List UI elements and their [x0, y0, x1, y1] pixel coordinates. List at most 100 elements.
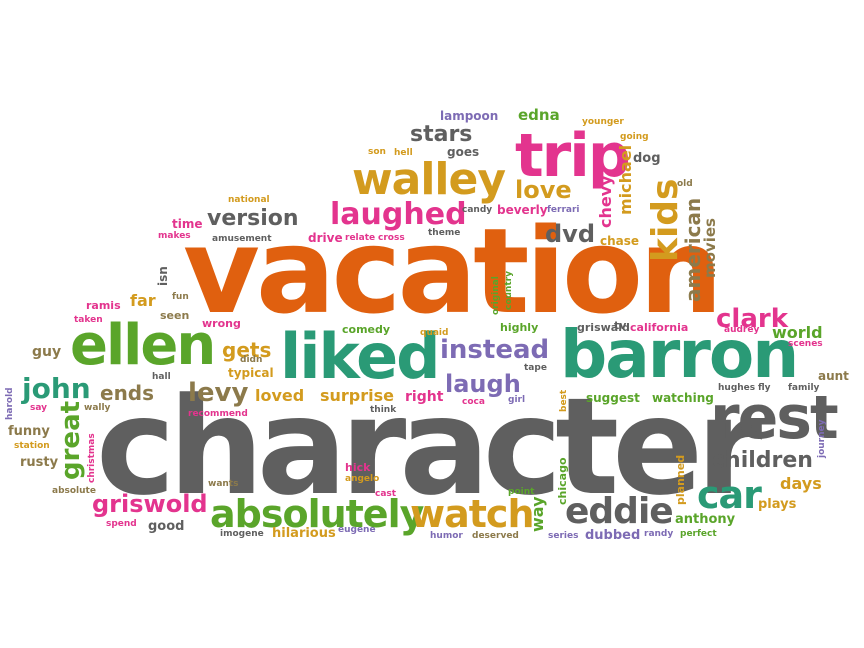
word-original: original	[491, 276, 501, 315]
word-chase: chase	[600, 234, 640, 248]
word-liked: liked	[280, 320, 441, 393]
word-beverly: beverly	[497, 203, 548, 217]
word-clark: clark	[716, 304, 788, 334]
word-wally: wally	[84, 403, 111, 413]
word-son: son	[368, 147, 386, 157]
word-michael: michael	[616, 144, 635, 215]
word-ferrari: ferrari	[547, 205, 580, 215]
word-kids: kids	[645, 178, 686, 262]
word-chevy: chevy	[596, 175, 615, 228]
word-right: right	[405, 389, 444, 405]
word-makes: makes	[158, 231, 191, 241]
word-funny: funny	[8, 424, 50, 439]
word-point: point	[508, 487, 535, 497]
word-children: children	[712, 448, 813, 473]
word-dubbed: dubbed	[585, 528, 641, 543]
word-walley: walley	[352, 154, 506, 205]
word-loved: loved	[255, 386, 305, 405]
word-plays: plays	[758, 497, 797, 512]
word-drive: drive	[308, 231, 343, 245]
word-typical: typical	[228, 366, 274, 380]
word-relate: relate	[345, 233, 376, 243]
word-john: john	[22, 372, 91, 405]
word-edna: edna	[518, 106, 560, 124]
word-hell: hell	[394, 148, 413, 158]
word-humor: humor	[430, 531, 463, 541]
word-laughed: laughed	[330, 197, 467, 232]
word-chicago: chicago	[556, 457, 569, 506]
word-hughes: hughes	[718, 383, 756, 393]
word-rest: rest	[710, 383, 839, 453]
word-griswold: griswold	[92, 490, 208, 518]
word-going: going	[620, 132, 649, 142]
word-ends: ends	[100, 381, 155, 405]
word-best: best	[559, 389, 569, 412]
word-dvd: dvd	[545, 220, 596, 248]
word-harold: harold	[5, 387, 15, 420]
word-series: series	[548, 531, 579, 541]
word-seen: seen	[160, 309, 190, 322]
word-world: world	[772, 323, 823, 342]
word-aunt: aunt	[818, 369, 849, 383]
word-old: old	[677, 179, 693, 189]
word-taken: taken	[74, 315, 103, 325]
word-instead: instead	[440, 335, 550, 365]
word-good: good	[148, 519, 185, 534]
word-ramis: ramis	[86, 299, 121, 312]
word-guy: guy	[32, 344, 62, 360]
word-rusty: rusty	[20, 455, 59, 470]
word-goes: goes	[447, 145, 480, 159]
word-california: california	[630, 321, 689, 334]
word-suggest: suggest	[586, 391, 640, 405]
word-stars: stars	[410, 122, 473, 147]
word-candy: candy	[462, 205, 493, 215]
word-younger: younger	[582, 117, 624, 127]
word-time: time	[172, 217, 203, 231]
word-planned: planned	[674, 454, 687, 505]
word-perfect: perfect	[680, 529, 717, 539]
word-love: love	[515, 176, 572, 204]
word-imogene: imogene	[220, 529, 264, 539]
word-hall: hall	[152, 372, 171, 382]
word-version: version	[207, 206, 299, 231]
word-wrong: wrong	[202, 317, 241, 330]
word-comedy: comedy	[342, 323, 391, 336]
word-vacation: vacation	[183, 202, 723, 340]
word-eugene: eugene	[338, 525, 376, 535]
word-lampoon: lampoon	[440, 109, 499, 123]
word-levy: levy	[188, 378, 249, 408]
word-country: country	[504, 271, 514, 310]
word-fly: fly	[758, 383, 771, 393]
word-far: far	[130, 291, 156, 310]
word-journey: journey	[817, 419, 827, 459]
word-amusement: amusement	[212, 234, 272, 244]
word-girl: girl	[508, 395, 526, 405]
word-spend: spend	[106, 519, 137, 529]
word-american: american	[681, 197, 705, 302]
word-dog: dog	[633, 151, 661, 166]
word-absolutely: absolutely	[210, 492, 424, 536]
word-randy: randy	[644, 529, 674, 539]
word-station: station	[14, 441, 50, 451]
word-hick: hick	[345, 461, 371, 474]
word-character: character	[96, 369, 762, 525]
word-audrey: audrey	[724, 325, 760, 335]
word-family: family	[788, 383, 820, 393]
word-eddie: eddie	[565, 491, 674, 532]
word-way: way	[528, 496, 547, 532]
word-hilarious: hilarious	[272, 526, 336, 541]
word-think: think	[370, 405, 397, 415]
word-wants: wants	[208, 479, 239, 489]
word-cast: cast	[375, 489, 397, 499]
word-quaid: quaid	[420, 328, 449, 338]
word-trip: trip	[515, 121, 631, 191]
word-fun: fun	[172, 292, 189, 302]
word-cross: cross	[378, 233, 405, 243]
word-isn: isn	[156, 266, 170, 286]
word-griswald: griswald	[577, 321, 630, 334]
word-tape: tape	[524, 363, 547, 373]
word-deserved: deserved	[472, 531, 519, 541]
word-days: days	[780, 474, 822, 493]
word-didn: didn	[240, 355, 263, 365]
